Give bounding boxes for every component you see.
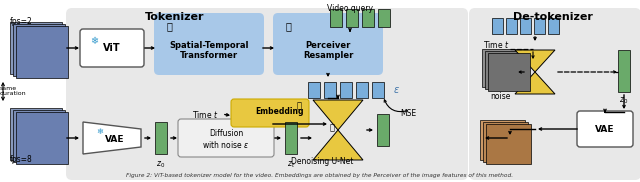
Bar bbox=[488, 53, 530, 91]
Text: $z_0$: $z_0$ bbox=[156, 159, 166, 169]
Bar bbox=[285, 122, 297, 154]
Text: fps=2: fps=2 bbox=[10, 17, 33, 26]
Text: Spatial-Temporal: Spatial-Temporal bbox=[169, 41, 249, 50]
Bar bbox=[330, 9, 342, 27]
FancyBboxPatch shape bbox=[273, 13, 383, 75]
Bar bbox=[534, 18, 545, 34]
Bar bbox=[482, 49, 524, 87]
Bar bbox=[10, 22, 62, 74]
Text: Figure 2: ViT-based tokenizer model for the video. Embeddings are obtained by th: Figure 2: ViT-based tokenizer model for … bbox=[127, 173, 513, 178]
Bar bbox=[13, 110, 65, 162]
Text: $\epsilon$: $\epsilon$ bbox=[393, 85, 400, 95]
Text: 🔥: 🔥 bbox=[166, 21, 172, 31]
Text: Transformer: Transformer bbox=[180, 52, 238, 60]
FancyBboxPatch shape bbox=[231, 99, 309, 127]
Text: VAE: VAE bbox=[105, 136, 125, 145]
Bar bbox=[324, 82, 336, 98]
Text: Denoising U-Net: Denoising U-Net bbox=[291, 157, 353, 166]
Bar bbox=[548, 18, 559, 34]
Bar bbox=[486, 124, 531, 164]
Text: ❄: ❄ bbox=[97, 126, 104, 136]
Text: with noise $\epsilon$: with noise $\epsilon$ bbox=[202, 139, 250, 149]
Polygon shape bbox=[83, 122, 141, 154]
Text: Embedding: Embedding bbox=[256, 108, 304, 116]
Bar bbox=[480, 120, 525, 160]
FancyBboxPatch shape bbox=[577, 111, 633, 147]
FancyBboxPatch shape bbox=[66, 8, 468, 180]
FancyBboxPatch shape bbox=[178, 119, 274, 157]
Bar bbox=[346, 9, 358, 27]
Text: MSE: MSE bbox=[400, 110, 416, 118]
Text: 🔥: 🔥 bbox=[330, 124, 335, 132]
Bar bbox=[520, 18, 531, 34]
Bar bbox=[308, 82, 320, 98]
Text: Resampler: Resampler bbox=[303, 52, 353, 60]
Text: 🔥: 🔥 bbox=[296, 102, 301, 110]
Text: same
duration: same duration bbox=[0, 86, 27, 96]
Text: $z_0$: $z_0$ bbox=[620, 95, 628, 106]
Bar bbox=[372, 82, 384, 98]
Text: ❄: ❄ bbox=[90, 36, 98, 46]
FancyBboxPatch shape bbox=[469, 8, 640, 180]
Bar bbox=[506, 18, 517, 34]
Bar bbox=[618, 50, 630, 92]
FancyBboxPatch shape bbox=[80, 29, 144, 67]
Bar bbox=[340, 82, 352, 98]
Bar bbox=[483, 122, 528, 162]
Bar bbox=[16, 26, 68, 78]
Text: $z_t$: $z_t$ bbox=[287, 159, 295, 169]
Text: Time $t$: Time $t$ bbox=[192, 108, 218, 120]
Bar bbox=[13, 24, 65, 76]
Text: De-tokenizer: De-tokenizer bbox=[513, 12, 593, 22]
Bar bbox=[10, 108, 62, 160]
Text: Time $t$: Time $t$ bbox=[483, 39, 509, 50]
Bar bbox=[485, 51, 527, 89]
Polygon shape bbox=[313, 130, 363, 160]
Polygon shape bbox=[313, 100, 363, 130]
Text: Diffusion: Diffusion bbox=[209, 130, 243, 139]
Bar bbox=[362, 9, 374, 27]
Polygon shape bbox=[515, 72, 555, 94]
Bar bbox=[16, 112, 68, 164]
Bar bbox=[155, 122, 167, 154]
Bar bbox=[356, 82, 368, 98]
Text: Video query: Video query bbox=[327, 4, 373, 13]
Text: VAE: VAE bbox=[595, 124, 615, 134]
Text: noise: noise bbox=[490, 92, 510, 101]
Bar bbox=[492, 18, 503, 34]
Text: fps=8: fps=8 bbox=[10, 155, 33, 164]
FancyBboxPatch shape bbox=[154, 13, 264, 75]
Polygon shape bbox=[515, 50, 555, 72]
Bar bbox=[377, 114, 389, 146]
Text: 🔥: 🔥 bbox=[285, 21, 291, 31]
Text: ViT: ViT bbox=[103, 43, 121, 53]
Bar bbox=[378, 9, 390, 27]
Text: Perceiver: Perceiver bbox=[305, 41, 351, 50]
Text: Tokenizer: Tokenizer bbox=[145, 12, 205, 22]
